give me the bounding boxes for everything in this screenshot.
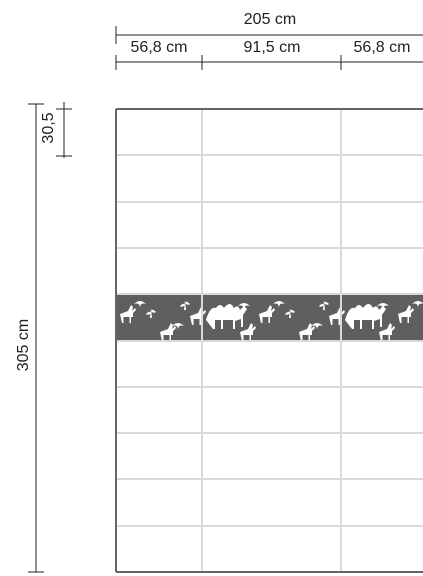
- deer-silhouette: [299, 323, 315, 340]
- decorative-border-band: [116, 294, 423, 340]
- deer-silhouette: [120, 305, 136, 323]
- segment-left-label: 56,8 cm: [131, 39, 188, 56]
- camel-silhouette: [206, 304, 247, 329]
- bird-silhouette: [172, 323, 184, 330]
- segment-middle-label: 91,5 cm: [244, 39, 301, 56]
- deer-silhouette: [379, 323, 395, 340]
- animal-silhouette-pattern: [120, 300, 423, 340]
- plant-silhouette: [180, 300, 190, 310]
- bird-silhouette: [134, 301, 146, 308]
- segment-right-label: 56,8 cm: [354, 39, 411, 56]
- deer-silhouette: [160, 323, 176, 340]
- total-height-label: 305 cm: [15, 319, 32, 371]
- bird-silhouette: [311, 323, 323, 330]
- plant-silhouette: [146, 308, 156, 318]
- bird-silhouette: [412, 301, 423, 308]
- tile-panel: [115, 108, 423, 573]
- tile-grid-lines: [116, 109, 423, 572]
- row-height-dimension: 30,5: [40, 102, 72, 158]
- total-width-label: 205 cm: [244, 11, 296, 28]
- camel-silhouette: [345, 304, 386, 329]
- segment-width-dimensions: 56,8 cm 91,5 cm 56,8 cm: [115, 39, 423, 70]
- deer-silhouette: [398, 305, 414, 323]
- bird-silhouette: [377, 303, 389, 310]
- bird-silhouette: [238, 303, 250, 310]
- total-width-dimension: 205 cm: [115, 11, 423, 44]
- plant-silhouette: [285, 308, 295, 318]
- deer-silhouette: [259, 305, 275, 323]
- deer-silhouette: [240, 323, 256, 340]
- total-height-dimension: 305 cm: [15, 103, 44, 573]
- plant-silhouette: [319, 300, 329, 310]
- bird-silhouette: [273, 301, 285, 308]
- row-height-label: 30,5: [40, 112, 57, 143]
